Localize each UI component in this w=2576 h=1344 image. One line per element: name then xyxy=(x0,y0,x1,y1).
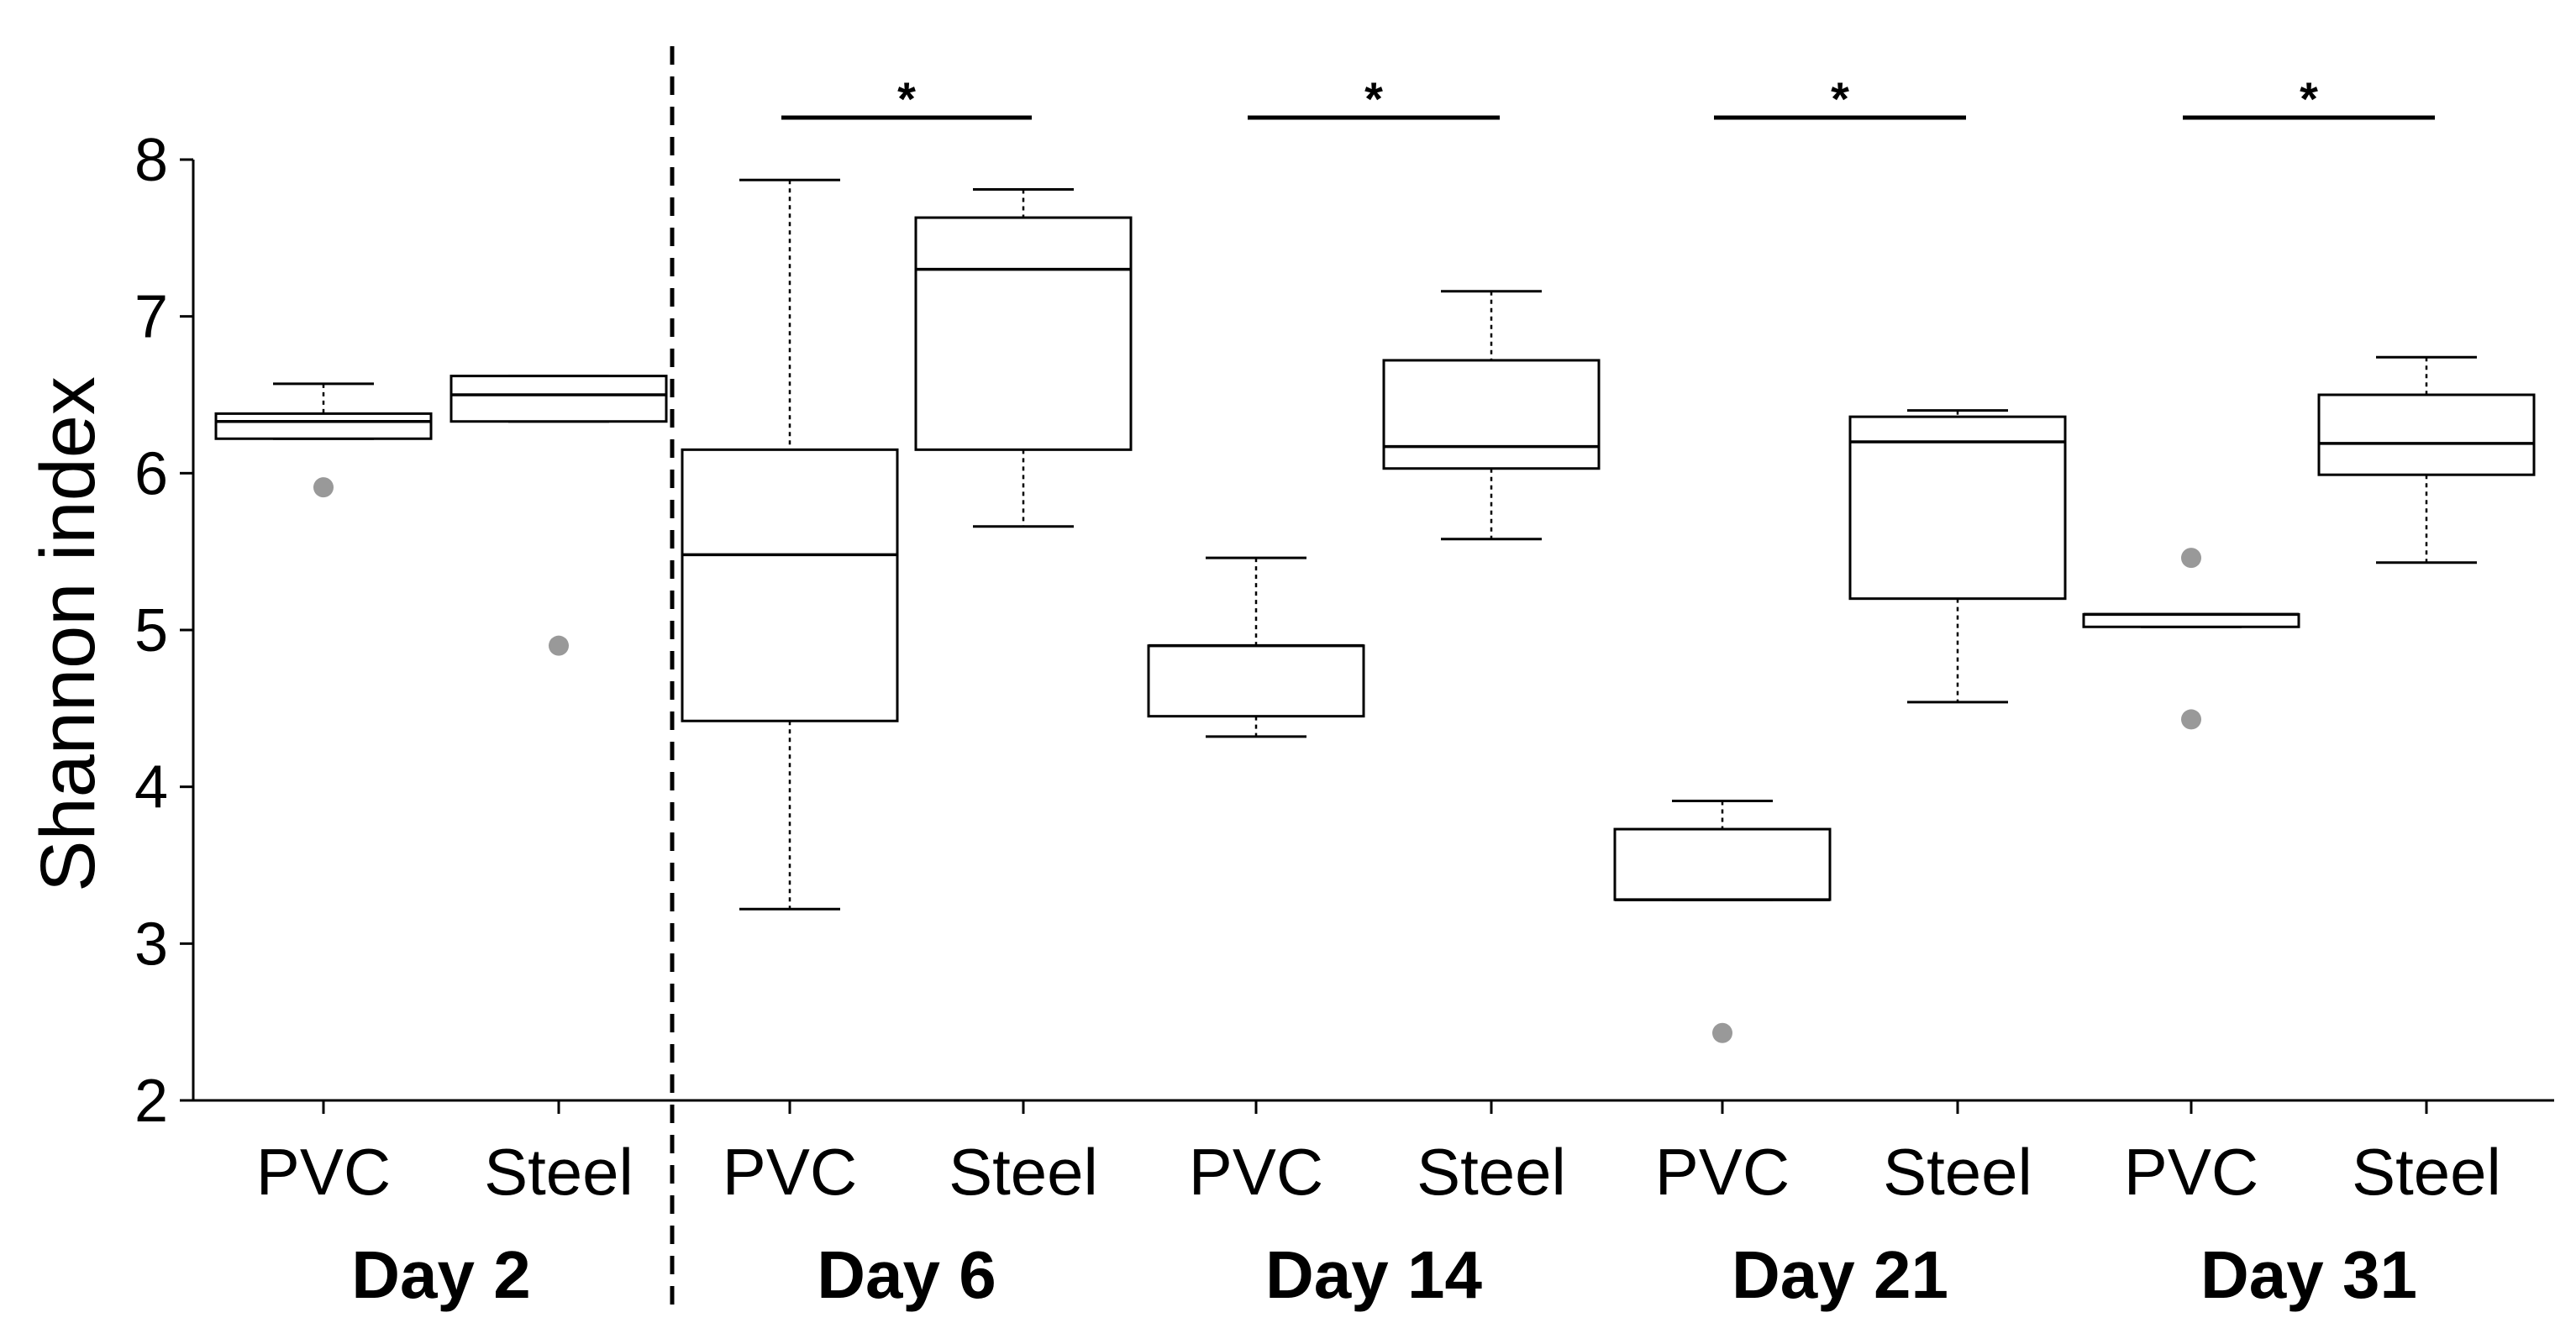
y-tick-label: 8 xyxy=(134,127,168,194)
axes: 2 3 4 5 6 7 8 xyxy=(134,46,2554,1310)
significance-asterisk: * xyxy=(1364,72,1383,125)
day-label: Day 6 xyxy=(817,1237,996,1312)
box xyxy=(2082,612,2300,628)
x-category-label: PVC xyxy=(1655,1135,1790,1209)
box xyxy=(681,448,899,722)
y-tick-label: 3 xyxy=(134,911,168,978)
significance-markers: * * * * xyxy=(781,72,2435,125)
significance-asterisk: * xyxy=(2300,72,2318,125)
day-label: Day 2 xyxy=(351,1237,530,1312)
x-category-label: PVC xyxy=(1189,1135,1323,1209)
significance-asterisk: * xyxy=(897,72,916,125)
x-category-label: PVC xyxy=(2124,1135,2258,1209)
outlier-point xyxy=(2181,709,2201,730)
y-tick-label: 7 xyxy=(134,284,168,351)
outlier-point xyxy=(2181,548,2201,569)
y-tick-label: 5 xyxy=(134,597,168,664)
box xyxy=(2317,393,2536,476)
x-category-label: Steel xyxy=(484,1135,633,1209)
y-tick-label: 6 xyxy=(134,440,168,507)
significance-asterisk: * xyxy=(1831,72,1849,125)
day-label: Day 21 xyxy=(1732,1237,1948,1312)
x-category-label: Steel xyxy=(1883,1135,2032,1209)
box xyxy=(914,216,1133,451)
x-category-label: Steel xyxy=(1417,1135,1566,1209)
box xyxy=(1382,359,1601,470)
x-category-label: Steel xyxy=(949,1135,1098,1209)
box xyxy=(214,412,433,440)
day-label: Day 14 xyxy=(1265,1237,1482,1312)
outlier-point xyxy=(1712,1022,1732,1043)
box-plots xyxy=(214,178,2536,1043)
x-axis-labels: PVC Steel Day 2 PVC Steel Day 6 PVC Steel Day 14… xyxy=(256,1135,2501,1312)
outlier-point xyxy=(313,477,334,498)
x-category-label: PVC xyxy=(256,1135,391,1209)
box xyxy=(449,375,668,423)
box xyxy=(1147,644,1365,718)
y-tick-label: 4 xyxy=(134,754,168,822)
box xyxy=(1613,827,1832,901)
y-axis-title: Shannon index xyxy=(25,376,111,892)
outlier-point xyxy=(549,635,569,656)
y-tick-label: 2 xyxy=(134,1068,168,1135)
x-category-label: PVC xyxy=(723,1135,857,1209)
x-category-label: Steel xyxy=(2352,1135,2501,1209)
box xyxy=(1848,415,2067,601)
day-label: Day 31 xyxy=(2200,1237,2417,1312)
